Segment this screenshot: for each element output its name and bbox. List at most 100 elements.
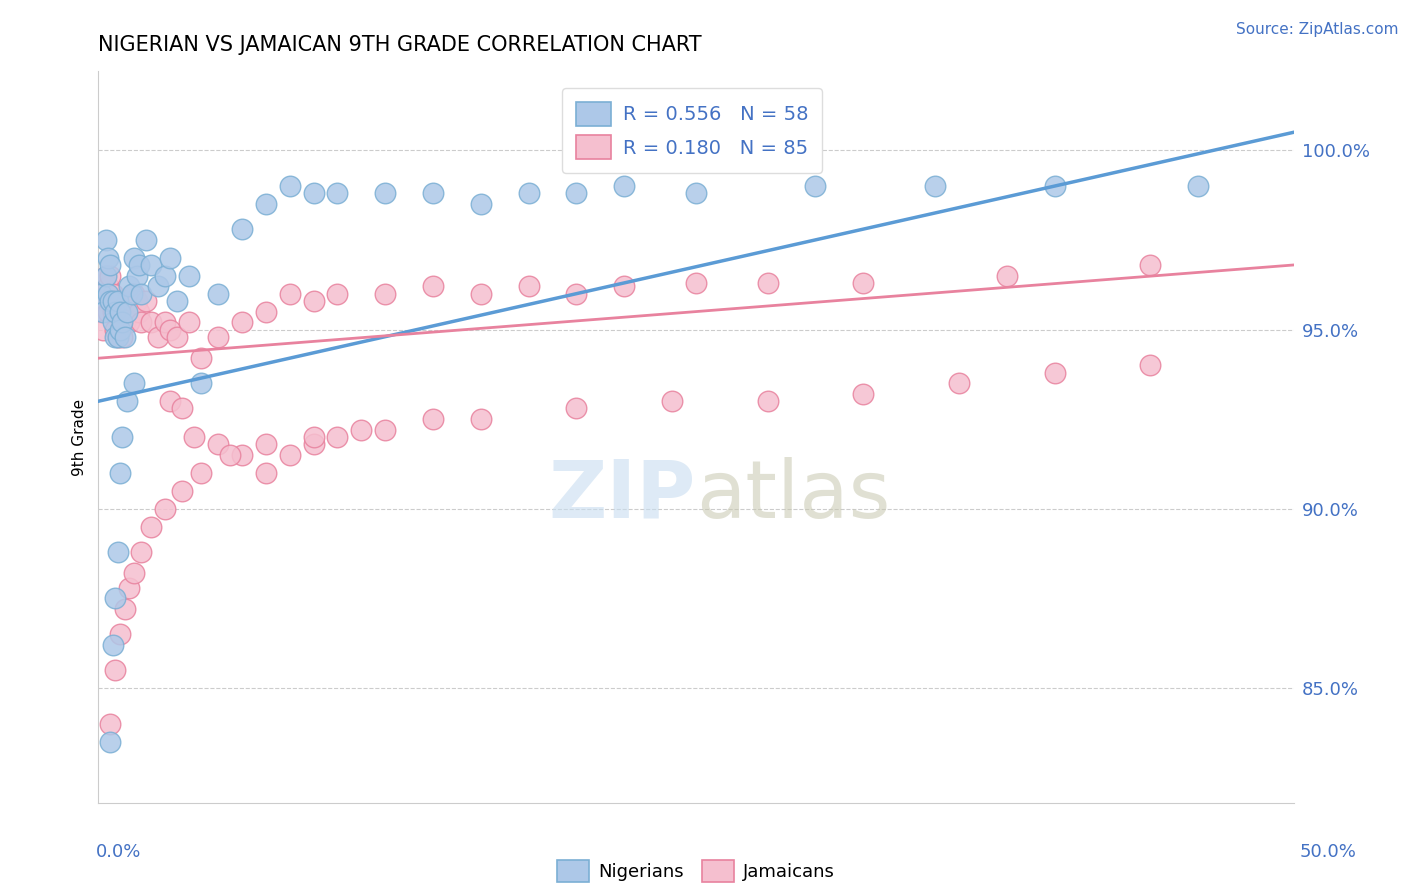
Point [166,329,188,343]
Point [661,394,683,409]
Point [115,304,138,318]
Point [374,286,396,301]
Point [302,430,325,444]
Point [166,293,188,308]
Point [108,322,131,336]
Point [98,268,122,283]
Point [108,466,131,480]
Point [422,279,444,293]
Point [111,329,134,343]
Y-axis label: 9th Grade: 9th Grade [72,399,87,475]
Point [91,322,114,336]
Text: 50.0%: 50.0% [1301,843,1357,861]
Point [517,279,540,293]
Text: NIGERIAN VS JAMAICAN 9TH GRADE CORRELATION CHART: NIGERIAN VS JAMAICAN 9TH GRADE CORRELATI… [98,35,702,54]
Point [159,251,181,265]
Point [118,581,141,595]
Point [97,279,120,293]
Point [804,179,827,194]
Point [948,376,970,391]
Point [101,638,124,652]
Point [107,329,129,343]
Point [155,268,177,283]
Point [104,663,127,677]
Point [131,545,153,559]
Point [179,315,201,329]
Point [107,329,129,343]
Point [98,717,122,731]
Point [104,329,127,343]
Text: ZIP: ZIP [548,457,696,534]
Point [685,186,707,201]
Point [995,268,1018,283]
Point [470,197,492,211]
Point [302,437,325,451]
Point [183,430,205,444]
Point [111,304,134,318]
Point [565,286,588,301]
Point [124,566,146,581]
Point [115,394,138,409]
Point [155,501,177,516]
Point [172,401,194,416]
Point [124,251,146,265]
Point [470,286,492,301]
Point [90,304,112,318]
Point [231,315,253,329]
Point [131,315,153,329]
Point [159,322,181,336]
Point [128,258,150,272]
Point [254,304,277,318]
Point [1187,179,1209,194]
Point [125,268,148,283]
Point [685,276,707,290]
Point [422,186,444,201]
Point [107,545,129,559]
Point [135,293,157,308]
Point [114,329,136,343]
Legend: Nigerians, Jamaicans: Nigerians, Jamaicans [550,853,842,888]
Point [302,186,325,201]
Point [98,258,122,272]
Point [1043,179,1066,194]
Point [114,602,136,616]
Point [125,293,148,308]
Point [470,412,492,426]
Point [115,304,138,318]
Point [108,322,131,336]
Point [108,293,131,308]
Point [101,315,124,329]
Point [613,279,636,293]
Point [179,268,201,283]
Point [159,394,181,409]
Point [94,268,117,283]
Point [756,394,779,409]
Point [1139,359,1161,373]
Point [756,276,779,290]
Point [565,401,588,416]
Point [128,304,150,318]
Point [1139,258,1161,272]
Point [131,286,153,301]
Point [91,304,114,318]
Point [613,179,636,194]
Point [254,437,277,451]
Point [111,430,134,444]
Point [231,448,253,462]
Point [190,351,212,366]
Text: 0.0%: 0.0% [96,843,141,861]
Point [97,251,120,265]
Point [924,179,946,194]
Point [104,293,127,308]
Point [94,233,117,247]
Point [121,286,143,301]
Point [190,376,212,391]
Point [94,293,117,308]
Point [219,448,242,462]
Point [254,197,277,211]
Point [350,423,373,437]
Point [254,466,277,480]
Point [278,448,301,462]
Point [97,286,120,301]
Point [118,279,141,293]
